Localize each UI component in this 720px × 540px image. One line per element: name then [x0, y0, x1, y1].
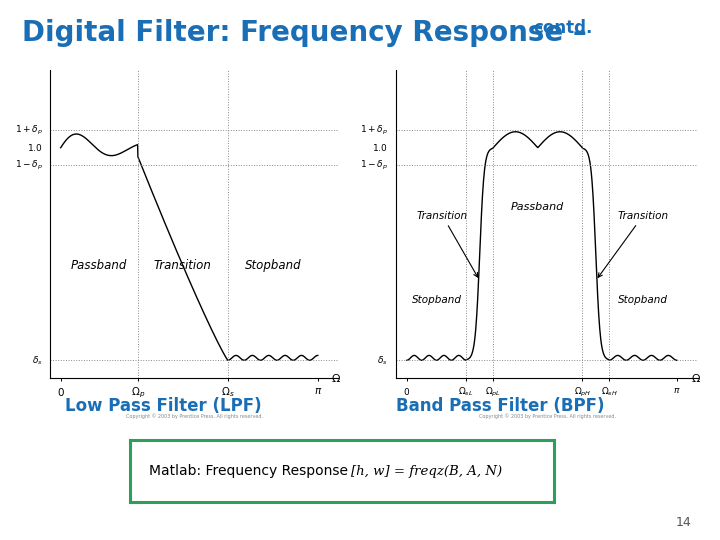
Text: Transition: Transition [154, 260, 212, 273]
Text: Copyright © 2003 by Prentice Press. All rights reserved.: Copyright © 2003 by Prentice Press. All … [126, 414, 263, 419]
Text: Transition: Transition [598, 211, 669, 278]
Text: 14: 14 [675, 516, 691, 529]
Text: contd.: contd. [533, 19, 592, 37]
Text: $\delta_s$: $\delta_s$ [377, 354, 388, 367]
Text: Stopband: Stopband [245, 260, 301, 273]
Text: Copyright © 2003 by Prentice Press. All rights reserved.: Copyright © 2003 by Prentice Press. All … [479, 414, 616, 419]
Text: Band Pass Filter (BPF): Band Pass Filter (BPF) [396, 397, 605, 415]
Text: Low Pass Filter (LPF): Low Pass Filter (LPF) [65, 397, 261, 415]
Text: Transition: Transition [417, 211, 477, 277]
Text: $\delta_s$: $\delta_s$ [32, 354, 42, 367]
Text: Stopband: Stopband [412, 295, 462, 305]
Text: Digital Filter: Frequency Response –: Digital Filter: Frequency Response – [22, 19, 586, 47]
Text: $\Omega$: $\Omega$ [330, 372, 341, 384]
Text: $1.0$: $1.0$ [27, 142, 42, 153]
Text: Matlab: Frequency Response: Matlab: Frequency Response [149, 464, 348, 478]
Text: Stopband: Stopband [618, 295, 668, 305]
Text: $1-\delta_p$: $1-\delta_p$ [14, 159, 42, 172]
Text: $1+\delta_p$: $1+\delta_p$ [360, 124, 388, 137]
Text: $1+\delta_p$: $1+\delta_p$ [14, 124, 42, 137]
Text: $1.0$: $1.0$ [372, 142, 388, 153]
Text: $\Omega$: $\Omega$ [690, 372, 701, 384]
Text: Passband: Passband [511, 202, 564, 212]
Text: Passband: Passband [71, 260, 127, 273]
Text: $1-\delta_p$: $1-\delta_p$ [360, 159, 388, 172]
Text: [h, w] = freqz(B, A, N): [h, w] = freqz(B, A, N) [351, 464, 503, 478]
